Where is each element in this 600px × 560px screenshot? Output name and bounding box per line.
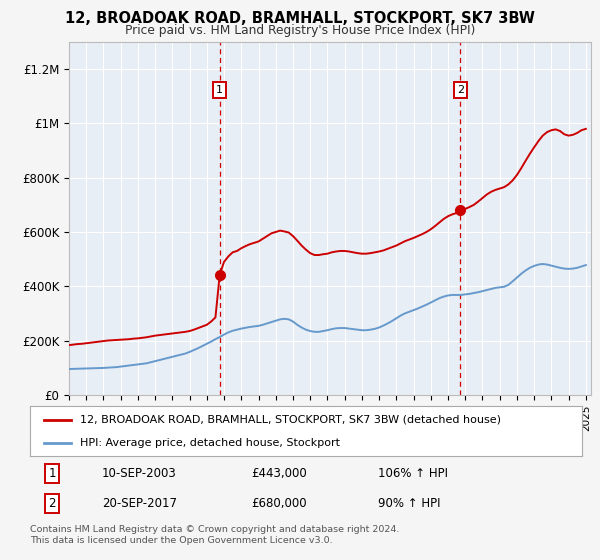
Text: 106% ↑ HPI: 106% ↑ HPI <box>378 467 448 480</box>
Text: 1: 1 <box>216 85 223 95</box>
Text: 12, BROADOAK ROAD, BRAMHALL, STOCKPORT, SK7 3BW: 12, BROADOAK ROAD, BRAMHALL, STOCKPORT, … <box>65 11 535 26</box>
Text: 2: 2 <box>457 85 464 95</box>
Text: 20-SEP-2017: 20-SEP-2017 <box>102 497 177 510</box>
Text: 2: 2 <box>49 497 56 510</box>
Text: 1: 1 <box>49 467 56 480</box>
Text: 10-SEP-2003: 10-SEP-2003 <box>102 467 176 480</box>
Text: HPI: Average price, detached house, Stockport: HPI: Average price, detached house, Stoc… <box>80 438 340 448</box>
Text: 90% ↑ HPI: 90% ↑ HPI <box>378 497 440 510</box>
Text: £443,000: £443,000 <box>251 467 307 480</box>
Text: Contains HM Land Registry data © Crown copyright and database right 2024.
This d: Contains HM Land Registry data © Crown c… <box>30 525 400 545</box>
Text: £680,000: £680,000 <box>251 497 307 510</box>
Text: Price paid vs. HM Land Registry's House Price Index (HPI): Price paid vs. HM Land Registry's House … <box>125 24 475 36</box>
Text: 12, BROADOAK ROAD, BRAMHALL, STOCKPORT, SK7 3BW (detached house): 12, BROADOAK ROAD, BRAMHALL, STOCKPORT, … <box>80 414 500 424</box>
